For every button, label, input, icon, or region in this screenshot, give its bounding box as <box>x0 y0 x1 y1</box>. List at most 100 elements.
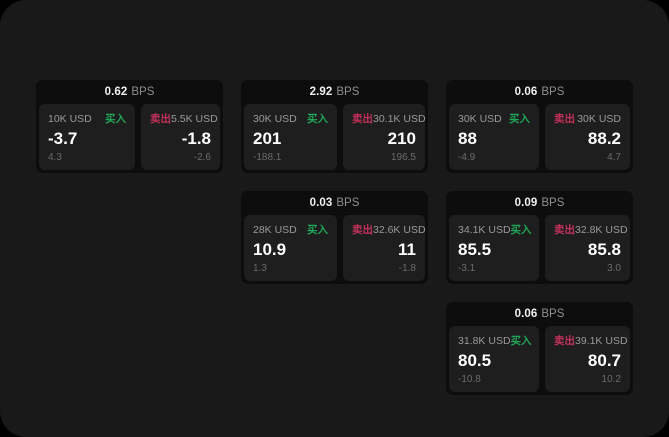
sell-price: 88.2 <box>587 128 621 148</box>
buy-quantity: 30K USD <box>458 112 502 125</box>
buy-side-header: 30K USD 买入 <box>458 112 530 126</box>
sell-tag[interactable]: 卖出 <box>352 224 373 236</box>
card-body: 31.8K USD 买入 80.5 -10.8 卖出 39.1K USD 80.7 10.2 <box>446 326 633 395</box>
sell-side[interactable]: 卖出 32.6K USD 11 -1.8 <box>343 215 426 281</box>
sell-side[interactable]: 卖出 32.8K USD 85.8 3.0 <box>545 215 630 281</box>
bps-value: 0.06 <box>514 86 538 98</box>
buy-side[interactable]: 34.1K USD 买入 85.5 -3.1 <box>449 215 539 281</box>
buy-side-header: 31.8K USD 买入 <box>458 334 532 348</box>
sell-side-header: 卖出 30K USD <box>554 112 621 126</box>
sell-side-header: 卖出 39.1K USD <box>554 334 628 348</box>
buy-delta: -3.1 <box>458 263 476 274</box>
sell-side[interactable]: 卖出 5.5K USD -1.8 -2.6 <box>141 104 220 170</box>
sell-delta: 10.2 <box>601 374 621 385</box>
card-header: 0.06 BPS <box>446 80 633 104</box>
buy-price: 88 <box>458 128 477 148</box>
sell-quantity: 32.8K USD <box>575 223 628 236</box>
sell-quantity: 30.1K USD <box>373 112 426 125</box>
sell-tag[interactable]: 卖出 <box>150 113 171 125</box>
quote-card[interactable]: 0.06 BPS 31.8K USD 买入 80.5 -10.8 卖出 39.1K USD 80… <box>446 302 633 395</box>
card-header: 0.03 BPS <box>241 191 428 215</box>
sell-price: 11 <box>398 239 416 259</box>
buy-delta: -4.9 <box>458 152 476 163</box>
buy-tag[interactable]: 买入 <box>307 113 328 125</box>
buy-tag[interactable]: 买入 <box>307 224 328 236</box>
buy-tag[interactable]: 买入 <box>105 113 126 125</box>
sell-delta: -2.6 <box>193 152 211 163</box>
bps-unit-label: BPS <box>541 308 565 320</box>
buy-side[interactable]: 30K USD 买入 88 -4.9 <box>449 104 539 170</box>
buy-delta: 4.3 <box>48 152 62 163</box>
buy-side-header: 28K USD 买入 <box>253 223 328 237</box>
buy-delta: -10.8 <box>458 374 481 385</box>
buy-price: -3.7 <box>48 128 78 148</box>
quote-card[interactable]: 0.06 BPS 30K USD 买入 88 -4.9 卖出 30K USD 88.2 4.7 <box>446 80 633 173</box>
sell-delta: 3.0 <box>607 263 621 274</box>
sell-quantity: 32.6K USD <box>373 223 426 236</box>
buy-side-header: 30K USD 买入 <box>253 112 328 126</box>
sell-side-header: 卖出 5.5K USD <box>150 112 218 126</box>
sell-price: -1.8 <box>181 128 211 148</box>
sell-delta: -1.8 <box>398 263 416 274</box>
sell-tag[interactable]: 卖出 <box>352 113 373 125</box>
buy-tag[interactable]: 买入 <box>509 113 530 125</box>
bps-value: 2.92 <box>309 86 333 98</box>
sell-tag[interactable]: 卖出 <box>554 335 575 347</box>
buy-quantity: 34.1K USD <box>458 223 511 236</box>
quote-card[interactable]: 0.09 BPS 34.1K USD 买入 85.5 -3.1 卖出 32.8K USD 85.… <box>446 191 633 284</box>
bps-value: 0.62 <box>104 86 128 98</box>
sell-tag[interactable]: 卖出 <box>554 224 575 236</box>
buy-quantity: 31.8K USD <box>458 334 511 347</box>
buy-quantity: 30K USD <box>253 112 297 125</box>
bps-unit-label: BPS <box>131 86 155 98</box>
sell-side[interactable]: 卖出 39.1K USD 80.7 10.2 <box>545 326 630 392</box>
quote-card[interactable]: 0.03 BPS 28K USD 买入 10.9 1.3 卖出 32.6K USD 11 -1.8 <box>241 191 428 284</box>
bps-unit-label: BPS <box>541 197 565 209</box>
bps-unit-label: BPS <box>541 86 565 98</box>
sell-tag[interactable]: 卖出 <box>554 113 575 125</box>
sell-side-header: 卖出 30.1K USD <box>352 112 426 126</box>
buy-delta: -188.1 <box>253 152 282 163</box>
sell-quantity: 30K USD <box>577 112 621 125</box>
buy-price: 80.5 <box>458 350 492 370</box>
buy-side[interactable]: 30K USD 买入 201 -188.1 <box>244 104 337 170</box>
quote-card[interactable]: 0.62 BPS 10K USD 买入 -3.7 4.3 卖出 5.5K USD -1.8 -2.… <box>36 80 223 173</box>
buy-tag[interactable]: 买入 <box>510 335 532 347</box>
sell-quantity: 39.1K USD <box>575 334 628 347</box>
buy-price: 10.9 <box>253 239 287 259</box>
buy-quantity: 28K USD <box>253 223 297 236</box>
sell-delta: 4.7 <box>607 152 621 163</box>
buy-quantity: 10K USD <box>48 112 92 125</box>
card-body: 30K USD 买入 201 -188.1 卖出 30.1K USD 210 196.5 <box>241 104 428 173</box>
quote-card[interactable]: 2.92 BPS 30K USD 买入 201 -188.1 卖出 30.1K USD 210 1… <box>241 80 428 173</box>
bps-value: 0.03 <box>309 197 333 209</box>
buy-price: 201 <box>253 128 282 148</box>
card-header: 0.62 BPS <box>36 80 223 104</box>
card-header: 2.92 BPS <box>241 80 428 104</box>
bps-value: 0.09 <box>514 197 538 209</box>
quote-column-3: 0.06 BPS 30K USD 买入 88 -4.9 卖出 30K USD 88.2 4.7 0.… <box>446 80 633 413</box>
card-body: 10K USD 买入 -3.7 4.3 卖出 5.5K USD -1.8 -2.6 <box>36 104 223 173</box>
sell-side[interactable]: 卖出 30K USD 88.2 4.7 <box>545 104 630 170</box>
bps-unit-label: BPS <box>336 86 360 98</box>
sell-side[interactable]: 卖出 30.1K USD 210 196.5 <box>343 104 426 170</box>
quote-column-1: 0.62 BPS 10K USD 买入 -3.7 4.3 卖出 5.5K USD -1.8 -2.… <box>36 80 223 191</box>
sell-price: 80.7 <box>587 350 621 370</box>
sell-delta: 196.5 <box>390 152 416 163</box>
buy-price: 85.5 <box>458 239 492 259</box>
bps-value: 0.06 <box>514 308 538 320</box>
buy-side[interactable]: 10K USD 买入 -3.7 4.3 <box>39 104 135 170</box>
sell-side-header: 卖出 32.8K USD <box>554 223 628 237</box>
sell-price: 85.8 <box>587 239 621 259</box>
card-body: 28K USD 买入 10.9 1.3 卖出 32.6K USD 11 -1.8 <box>241 215 428 284</box>
buy-side[interactable]: 31.8K USD 买入 80.5 -10.8 <box>449 326 539 392</box>
buy-side[interactable]: 28K USD 买入 10.9 1.3 <box>244 215 337 281</box>
quote-column-2: 2.92 BPS 30K USD 买入 201 -188.1 卖出 30.1K USD 210 1… <box>241 80 428 302</box>
buy-delta: 1.3 <box>253 263 267 274</box>
sell-quantity: 5.5K USD <box>171 112 218 125</box>
card-body: 34.1K USD 买入 85.5 -3.1 卖出 32.8K USD 85.8 3.0 <box>446 215 633 284</box>
sell-price: 210 <box>387 128 416 148</box>
buy-tag[interactable]: 买入 <box>510 224 532 236</box>
